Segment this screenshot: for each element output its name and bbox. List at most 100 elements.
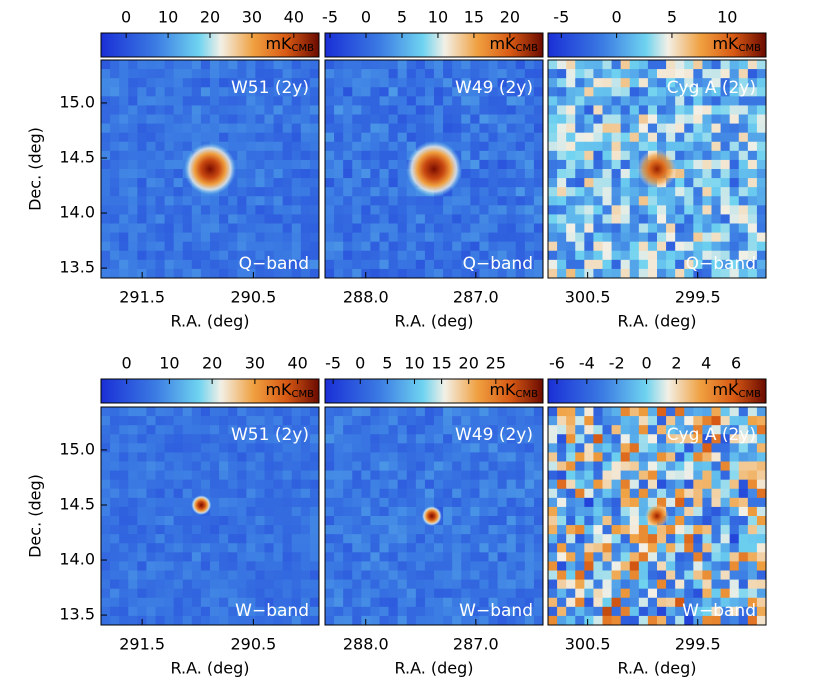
map-pixel bbox=[738, 205, 749, 215]
map-pixel bbox=[524, 497, 535, 508]
map-pixel bbox=[370, 169, 380, 179]
map-pixel bbox=[566, 434, 576, 444]
map-pixel bbox=[264, 407, 275, 417]
map-pixel bbox=[506, 205, 517, 215]
map-pixel bbox=[173, 570, 184, 581]
map-pixel bbox=[566, 223, 576, 234]
map-pixel bbox=[548, 178, 558, 188]
map-pixel bbox=[584, 187, 594, 197]
map-pixel bbox=[584, 570, 594, 581]
map-pixel bbox=[200, 223, 211, 234]
map-pixel bbox=[101, 470, 111, 481]
map-pixel bbox=[548, 488, 558, 499]
map-pixel bbox=[128, 205, 138, 215]
map-pixel bbox=[488, 488, 499, 499]
map-pixel bbox=[101, 196, 111, 206]
map-pixel bbox=[300, 141, 311, 152]
map-pixel bbox=[424, 552, 435, 562]
map-pixel bbox=[219, 597, 229, 608]
map-pixel bbox=[548, 232, 558, 243]
map-pixel bbox=[370, 205, 380, 215]
map-pixel bbox=[325, 488, 335, 499]
map-pixel bbox=[343, 169, 353, 179]
map-pixel bbox=[720, 96, 731, 106]
map-pixel bbox=[470, 196, 480, 206]
map-pixel bbox=[155, 150, 166, 161]
map-pixel bbox=[497, 250, 508, 261]
map-pixel bbox=[325, 69, 335, 79]
map-pixel bbox=[506, 250, 517, 261]
map-pixel bbox=[210, 597, 220, 608]
map-pixel bbox=[173, 615, 184, 626]
colorbar-tick-label: 20 bbox=[459, 354, 479, 373]
map-pixel bbox=[620, 150, 631, 161]
map-pixel bbox=[219, 561, 229, 571]
map-pixel bbox=[164, 452, 175, 462]
map-pixel bbox=[611, 588, 622, 599]
map-pixel bbox=[747, 497, 758, 508]
map-pixel bbox=[146, 516, 156, 526]
map-pixel bbox=[137, 123, 147, 134]
map-pixel bbox=[146, 606, 156, 617]
map-pixel bbox=[666, 488, 676, 499]
map-pixel bbox=[164, 552, 175, 562]
map-pixel bbox=[729, 488, 740, 499]
map-pixel bbox=[110, 214, 120, 224]
map-pixel bbox=[210, 87, 220, 97]
map-pixel bbox=[264, 123, 275, 134]
map-pixel bbox=[424, 205, 435, 215]
map-pixel bbox=[388, 196, 399, 206]
map-pixel bbox=[488, 60, 499, 70]
map-pixel bbox=[693, 506, 703, 517]
map-pixel bbox=[343, 561, 353, 571]
map-pixel bbox=[575, 178, 585, 188]
map-pixel bbox=[675, 250, 685, 261]
map-pixel bbox=[629, 123, 640, 134]
map-pixel bbox=[575, 416, 585, 426]
map-pixel bbox=[497, 425, 508, 435]
map-pixel bbox=[406, 588, 417, 599]
map-pixel bbox=[228, 96, 238, 106]
map-pixel bbox=[424, 407, 435, 417]
map-pixel bbox=[119, 606, 129, 617]
map-pixel bbox=[434, 543, 444, 553]
map-pixel bbox=[720, 78, 731, 88]
map-pixel bbox=[182, 205, 193, 215]
map-pixel bbox=[128, 241, 138, 252]
map-pixel bbox=[533, 543, 544, 553]
map-pixel bbox=[461, 443, 471, 453]
colorbar bbox=[324, 32, 544, 58]
map-pixel bbox=[738, 470, 749, 481]
map-pixel bbox=[720, 60, 731, 70]
map-pixel bbox=[479, 87, 489, 97]
map-pixel bbox=[629, 214, 640, 224]
map-pixel bbox=[128, 132, 138, 143]
map-pixel bbox=[533, 169, 544, 179]
colorbar-unit-sub: CMB bbox=[739, 389, 762, 400]
map-pixel bbox=[584, 543, 594, 553]
map-pixel bbox=[219, 525, 229, 535]
map-pixel bbox=[479, 443, 489, 453]
map-pixel bbox=[246, 69, 256, 79]
map-pixel bbox=[602, 241, 613, 252]
map-pixel bbox=[210, 214, 220, 224]
map-pixel bbox=[629, 570, 640, 581]
map-pixel bbox=[343, 60, 353, 70]
map-pixel bbox=[479, 187, 489, 197]
map-pixel bbox=[155, 196, 166, 206]
map-pixel bbox=[210, 606, 220, 617]
map-pixel bbox=[155, 223, 166, 234]
map-pixel bbox=[370, 588, 380, 599]
map-pixel bbox=[352, 479, 362, 490]
map-pixel bbox=[219, 534, 229, 544]
map-pixel bbox=[666, 205, 676, 215]
map-pixel bbox=[191, 205, 202, 215]
map-pixel bbox=[452, 461, 462, 472]
map-pixel bbox=[182, 534, 193, 544]
map-pixel bbox=[237, 105, 247, 115]
map-pixel bbox=[557, 488, 567, 499]
map-pixel bbox=[200, 434, 211, 444]
map-pixel bbox=[110, 178, 120, 188]
map-pixel bbox=[164, 479, 175, 490]
map-pixel bbox=[334, 615, 344, 626]
